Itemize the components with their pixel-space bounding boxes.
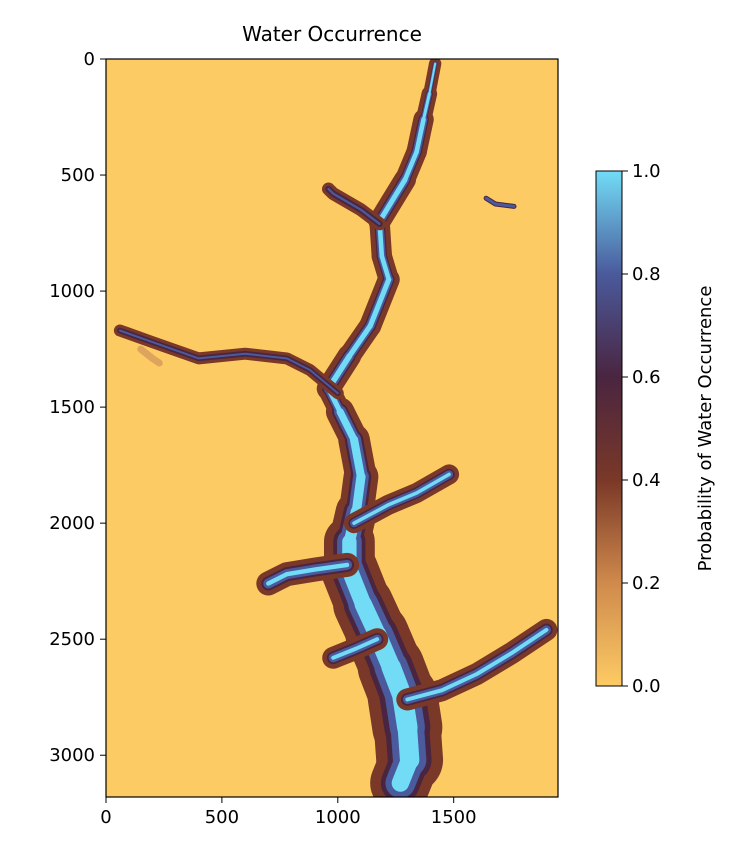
main-channel-segment: [349, 435, 366, 481]
y-tick-label: 3000: [49, 745, 95, 766]
main-channel-segment: [346, 323, 373, 359]
colorbar-tick-label: 0.8: [632, 264, 661, 285]
colorbar-ticks: 0.0 0.2 0.4 0.6 0.8 1.0: [622, 161, 661, 697]
main-channel-segment: [402, 149, 419, 182]
y-tick-label: 500: [61, 165, 95, 186]
main-channel-segment: [367, 276, 392, 329]
y-tick-label: 0: [84, 49, 95, 70]
colorbar-tick-label: 0.2: [632, 573, 661, 594]
x-tick-label: 0: [100, 807, 111, 828]
main-channel-segment: [422, 92, 431, 121]
west-arm-core: [118, 329, 339, 395]
y-tick-label: 2500: [49, 629, 95, 650]
colorbar-tick-label: 0.4: [632, 470, 661, 491]
y-tick-label: 2000: [49, 513, 95, 534]
small-blob: [137, 345, 163, 367]
plot-background: [106, 59, 558, 797]
colorbar-tick-label: 1.0: [632, 161, 661, 182]
x-tick-label: 500: [205, 807, 239, 828]
lower-west-arm-core: [331, 637, 380, 660]
main-channel-segment: [376, 177, 408, 225]
colorbar-label: Probability of Water Occurrence: [695, 286, 716, 572]
x-tick-label: 1000: [315, 807, 361, 828]
y-axis: 0 500 1000 1500 2000 2500 3000: [49, 49, 106, 766]
main-channel-segment: [351, 472, 366, 517]
x-axis: 0 500 1000 1500: [100, 797, 477, 828]
y-tick-label: 1500: [49, 397, 95, 418]
west-arm-lower-core: [266, 562, 350, 586]
colorbar-tick-label: 0.0: [632, 676, 661, 697]
east-arm-upper-core: [352, 472, 451, 525]
main-channel-segment: [391, 751, 419, 792]
plot-frame: [105, 58, 559, 798]
chart-title: Water Occurrence: [242, 22, 422, 46]
water-features: [113, 59, 558, 797]
main-channel-segment: [428, 62, 437, 95]
x-tick-label: 1500: [431, 807, 477, 828]
east-arm-lower-core: [405, 627, 549, 702]
colorbar: [595, 170, 623, 687]
main-channel-segment: [414, 117, 426, 155]
colorbar-tick-label: 0.6: [632, 367, 661, 388]
main-channel-segment: [336, 408, 358, 444]
isolated-pond-water: [484, 196, 516, 208]
north-arm-core: [327, 187, 381, 225]
main-channel-segment: [379, 253, 392, 282]
y-tick-label: 1000: [49, 281, 95, 302]
